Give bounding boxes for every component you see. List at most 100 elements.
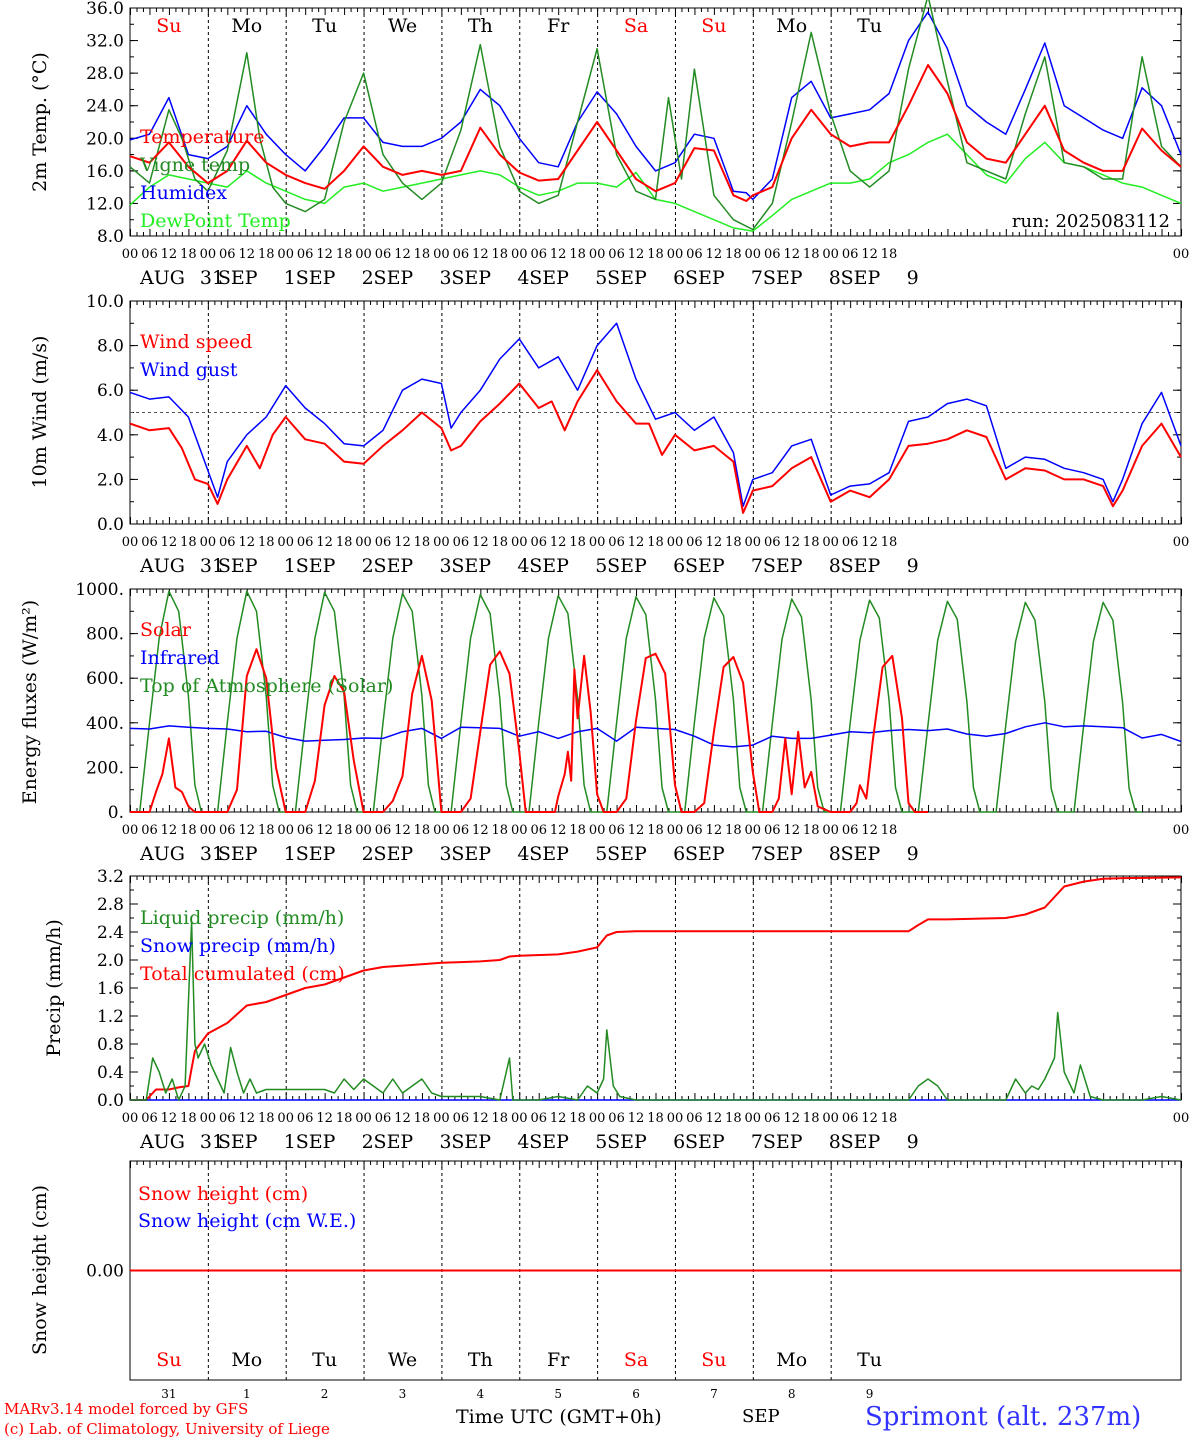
date-day-label: 8 <box>829 267 841 289</box>
date-month-label: SEP <box>451 555 491 577</box>
day-of-week-label: Th <box>468 1349 493 1371</box>
day-of-week-label: We <box>388 15 417 37</box>
date-day-label: 8 <box>829 843 841 865</box>
date-month-label: SEP <box>451 843 491 865</box>
hour-tick-label: 12 <box>550 535 567 550</box>
hour-tick-label: 18 <box>336 247 353 262</box>
station-label: Sprimont (alt. 237m) <box>865 1402 1142 1432</box>
hour-tick-label: 00 <box>1173 1111 1190 1126</box>
y-tick-label: 2.8 <box>97 895 124 915</box>
hour-tick-label: 18 <box>569 1111 586 1126</box>
hour-tick-label: 06 <box>764 247 781 262</box>
y-tick-label: 800. <box>86 625 124 645</box>
date-day-label: 3 <box>440 555 452 577</box>
date-month-label: SEP <box>529 843 569 865</box>
y-tick-label: 28.0 <box>86 64 124 84</box>
hour-tick-label: 18 <box>647 1111 664 1126</box>
date-month-label: SEP <box>529 1131 569 1153</box>
hour-tick-label: 00 <box>122 535 139 550</box>
date-day-label: 5 <box>595 1131 607 1153</box>
y-tick-label: 36.0 <box>86 0 124 19</box>
y-axis-label: 10m Wind (m/s) <box>29 336 51 489</box>
hour-tick-label: 06 <box>608 247 625 262</box>
legend-entry: Top of Atmosphere (Solar) <box>140 675 393 697</box>
day-number-label: 5 <box>554 1387 562 1401</box>
hour-tick-label: 12 <box>394 247 411 262</box>
panel-5: 0.00 Snow height (cm) Snow height (cm) Snow… <box>29 1160 1182 1401</box>
legend-entry: Snow height (cm W.E.) <box>138 1210 356 1232</box>
day-of-week-label: Fr <box>547 15 570 37</box>
date-day-label: 3 <box>440 267 452 289</box>
date-day-label: 1 <box>284 843 296 865</box>
hour-tick-label: 12 <box>706 247 723 262</box>
legend-entry: Liquid precip (mm/h) <box>140 907 344 929</box>
day-number-label: 2 <box>321 1387 329 1401</box>
y-tick-label: 0.4 <box>97 1063 124 1083</box>
date-day-label: 4 <box>517 843 529 865</box>
hour-tick-label: 12 <box>394 823 411 838</box>
date-day-label: 3 <box>440 1131 452 1153</box>
hour-tick-label: 18 <box>569 535 586 550</box>
date-day-label: 2 <box>362 843 374 865</box>
day-of-week-label: Mo <box>776 15 807 37</box>
date-day-label: 7 <box>751 1131 763 1153</box>
y-tick-label: 1000. <box>75 580 124 600</box>
date-month-label: SEP <box>296 267 336 289</box>
date-month-label: SEP <box>607 267 647 289</box>
hour-tick-label: 12 <box>550 823 567 838</box>
hour-tick-label: 18 <box>647 247 664 262</box>
date-month-label: SEP <box>218 843 258 865</box>
date-day-label: 8 <box>829 1131 841 1153</box>
date-day-label: 8 <box>829 555 841 577</box>
hour-tick-label: 00 <box>745 1111 762 1126</box>
hour-tick-label: 00 <box>745 247 762 262</box>
hour-tick-label: 12 <box>161 247 178 262</box>
hour-tick-label: 06 <box>297 247 314 262</box>
date-month-label: SEP <box>685 267 725 289</box>
hour-tick-label: 18 <box>180 247 197 262</box>
hour-tick-label: 12 <box>628 535 645 550</box>
hour-tick-label: 00 <box>277 535 294 550</box>
hour-tick-label: 00 <box>355 247 372 262</box>
hour-tick-label: 00 <box>200 823 217 838</box>
series-line-vigne-temp <box>129 0 1182 231</box>
hour-tick-label: 06 <box>686 535 703 550</box>
legend-entry: DewPoint Temp <box>140 210 291 232</box>
hour-tick-label: 12 <box>861 1111 878 1126</box>
date-month-label: SEP <box>529 267 569 289</box>
series-line-humidex <box>129 11 1182 201</box>
hour-tick-label: 18 <box>336 1111 353 1126</box>
day-number-label: 9 <box>866 1387 874 1401</box>
y-tick-label: 3.2 <box>97 867 124 887</box>
date-day-label: 31 <box>200 843 224 865</box>
date-month-label: SEP <box>763 267 803 289</box>
hour-tick-label: 12 <box>628 1111 645 1126</box>
hour-tick-label: 18 <box>803 1111 820 1126</box>
y-tick-label: 4.0 <box>97 426 124 446</box>
hour-tick-label: 06 <box>686 1111 703 1126</box>
series-line-total-cumulated-cm- <box>130 876 1182 1101</box>
hour-tick-label: 00 <box>355 535 372 550</box>
hour-tick-label: 06 <box>453 823 470 838</box>
hour-tick-label: 18 <box>569 823 586 838</box>
panel-1: 8.0 12.0 16.0 20.0 24.0 28.0 32.0 36.0 2m Temp. … <box>29 0 1189 289</box>
hour-tick-label: 12 <box>394 535 411 550</box>
hour-tick-label: 18 <box>803 247 820 262</box>
hour-tick-label: 00 <box>667 247 684 262</box>
hour-tick-label: 12 <box>239 247 256 262</box>
date-month-label: SEP <box>685 1131 725 1153</box>
y-tick-label: 600. <box>86 669 124 689</box>
y-tick-label: 0. <box>108 803 124 823</box>
date-day-label: 9 <box>907 267 919 289</box>
hour-tick-label: 06 <box>764 1111 781 1126</box>
y-tick-label: 1.6 <box>97 979 124 999</box>
hour-tick-label: 06 <box>842 535 859 550</box>
hour-tick-label: 00 <box>1173 535 1190 550</box>
date-month-label: AUG <box>139 843 185 865</box>
hour-tick-label: 18 <box>336 823 353 838</box>
hour-tick-label: 06 <box>453 1111 470 1126</box>
y-tick-label: 0.00 <box>86 1262 124 1282</box>
hour-tick-label: 00 <box>122 1111 139 1126</box>
date-month-label: AUG <box>139 267 185 289</box>
series-line-top-of-atmosphere-solar- <box>130 590 1143 813</box>
